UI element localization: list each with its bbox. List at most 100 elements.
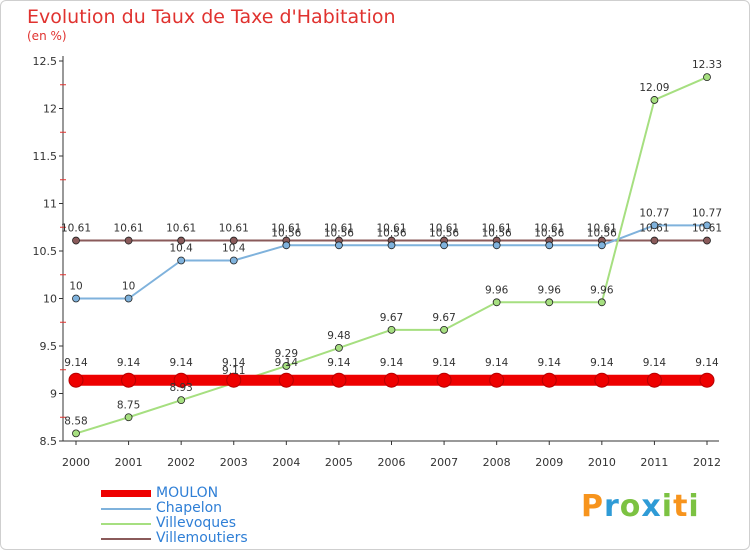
legend-label: Villemoutiers bbox=[156, 530, 248, 546]
data-label-moulon: 9.14 bbox=[590, 357, 614, 369]
legend-label: MOULON bbox=[156, 485, 219, 501]
data-point-chapelon bbox=[440, 241, 448, 250]
x-tick-label: 2001 bbox=[115, 456, 143, 469]
x-tick-label: 2000 bbox=[62, 456, 90, 469]
data-point-villevoques bbox=[124, 413, 133, 422]
data-point-moulon bbox=[541, 372, 557, 388]
logo-letter: t bbox=[673, 489, 689, 524]
data-label-moulon: 9.14 bbox=[695, 357, 719, 369]
data-label-chapelon: 10.77 bbox=[692, 207, 722, 219]
data-label-villemoutiers: 10.61 bbox=[639, 223, 669, 235]
data-point-villevoques bbox=[440, 325, 448, 334]
data-point-moulon bbox=[121, 372, 137, 388]
data-label-moulon: 9.14 bbox=[432, 357, 456, 369]
data-label-villemoutiers: 10.61 bbox=[166, 223, 196, 235]
x-tick-label: 2009 bbox=[535, 456, 563, 469]
data-label-villevoques: 9.96 bbox=[590, 284, 614, 296]
data-label-chapelon: 10.56 bbox=[429, 227, 459, 239]
data-label-villevoques: 9.29 bbox=[275, 348, 298, 360]
data-label-villevoques: 9.11 bbox=[222, 365, 245, 377]
data-point-villevoques bbox=[335, 343, 343, 352]
data-point-moulon bbox=[68, 372, 84, 388]
chart-axes: 8.5 9 9.5 10 10.5 11 11.5 12 12.5 2000 2001 2002 200… bbox=[33, 55, 722, 469]
proxiti-logo: Proxiti bbox=[581, 489, 700, 524]
data-label-villemoutiers: 10.61 bbox=[692, 223, 722, 235]
series-points bbox=[68, 73, 715, 438]
data-point-moulon bbox=[699, 372, 715, 388]
x-tick-label: 2008 bbox=[483, 456, 511, 469]
data-label-villevoques: 9.48 bbox=[327, 330, 350, 342]
data-label-chapelon: 10.56 bbox=[534, 227, 564, 239]
data-label-villemoutiers: 10.61 bbox=[61, 223, 91, 235]
x-tick-label: 2012 bbox=[693, 456, 721, 469]
data-label-moulon: 9.14 bbox=[275, 357, 299, 369]
y-tick-label: 9 bbox=[50, 388, 57, 401]
data-label-villemoutiers: 10.61 bbox=[587, 223, 617, 235]
x-tick-label: 2002 bbox=[167, 456, 195, 469]
x-tick-label: 2007 bbox=[430, 456, 458, 469]
data-label-villevoques: 9.96 bbox=[485, 284, 509, 296]
data-point-chapelon bbox=[703, 221, 711, 230]
y-tick-label: 11.5 bbox=[33, 150, 58, 163]
data-point-chapelon bbox=[387, 241, 396, 250]
data-label-chapelon: 10.56 bbox=[482, 227, 512, 239]
data-label-villevoques: 8.58 bbox=[64, 415, 87, 427]
data-point-moulon bbox=[278, 372, 294, 388]
logo-letter: P bbox=[581, 489, 604, 524]
data-point-villevoques bbox=[282, 362, 291, 370]
y-tick-label: 11 bbox=[43, 198, 57, 211]
data-point-moulon bbox=[436, 372, 452, 388]
data-label-moulon: 9.14 bbox=[117, 357, 141, 369]
data-label-chapelon: 10.56 bbox=[376, 227, 406, 239]
data-point-villemoutiers bbox=[703, 236, 711, 245]
data-point-moulon bbox=[331, 372, 347, 388]
legend-label: Villevoques bbox=[156, 515, 237, 531]
chart-title: Evolution du Taux de Taxe d'Habitation bbox=[27, 6, 396, 28]
data-point-villevoques bbox=[597, 298, 606, 307]
data-point-moulon bbox=[226, 372, 242, 388]
series-labels: 9.14 9.14 9.14 9.14 9.14 9.14 9.14 9.14 9.14 9.14… bbox=[61, 59, 722, 427]
y-tick-label: 12.5 bbox=[33, 55, 58, 68]
y-tick-label: 12 bbox=[43, 103, 57, 116]
data-point-chapelon bbox=[335, 241, 343, 250]
data-point-chapelon bbox=[229, 256, 238, 265]
line-chart: 8.5 9 9.5 10 10.5 11 11.5 12 12.5 2000 2001 2002 200… bbox=[33, 55, 723, 469]
data-point-chapelon bbox=[545, 241, 554, 250]
data-point-chapelon bbox=[597, 241, 606, 250]
data-label-moulon: 9.14 bbox=[327, 357, 351, 369]
data-label-moulon: 9.14 bbox=[222, 357, 246, 369]
data-point-chapelon bbox=[72, 294, 80, 303]
data-label-villevoques: 9.67 bbox=[432, 312, 455, 324]
data-label-moulon: 9.14 bbox=[64, 357, 88, 369]
data-point-chapelon bbox=[650, 221, 659, 230]
data-label-villemoutiers: 10.61 bbox=[429, 223, 459, 235]
data-point-villevoques bbox=[703, 73, 711, 82]
data-point-moulon bbox=[384, 372, 399, 388]
data-label-villemoutiers: 10.61 bbox=[324, 223, 354, 235]
data-point-villevoques bbox=[387, 325, 396, 334]
data-label-chapelon: 10.4 bbox=[222, 243, 246, 255]
x-tick-label: 2011 bbox=[640, 456, 668, 469]
y-tick-label: 9.5 bbox=[40, 340, 58, 353]
legend-swatch bbox=[101, 523, 151, 525]
data-label-chapelon: 10.56 bbox=[587, 227, 617, 239]
logo-letter: x bbox=[641, 489, 662, 524]
data-label-moulon: 9.14 bbox=[643, 357, 667, 369]
logo-letter: r bbox=[604, 489, 620, 524]
data-label-moulon: 9.14 bbox=[485, 357, 509, 369]
data-point-villevoques bbox=[545, 298, 554, 307]
data-label-moulon: 9.14 bbox=[169, 357, 193, 369]
data-point-chapelon bbox=[282, 241, 291, 250]
data-point-moulon bbox=[489, 372, 505, 388]
data-point-villevoques bbox=[492, 298, 501, 307]
data-label-villemoutiers: 10.61 bbox=[376, 223, 406, 235]
data-label-villevoques: 12.09 bbox=[639, 82, 669, 94]
data-label-villemoutiers: 10.61 bbox=[534, 223, 564, 235]
data-label-chapelon: 10.4 bbox=[169, 243, 193, 255]
legend-swatch bbox=[101, 490, 151, 497]
data-label-moulon: 9.14 bbox=[538, 357, 562, 369]
logo-letter: o bbox=[619, 489, 642, 524]
y-tick-label: 8.5 bbox=[40, 435, 58, 448]
data-point-chapelon bbox=[492, 241, 501, 250]
data-label-villemoutiers: 10.61 bbox=[271, 223, 301, 235]
